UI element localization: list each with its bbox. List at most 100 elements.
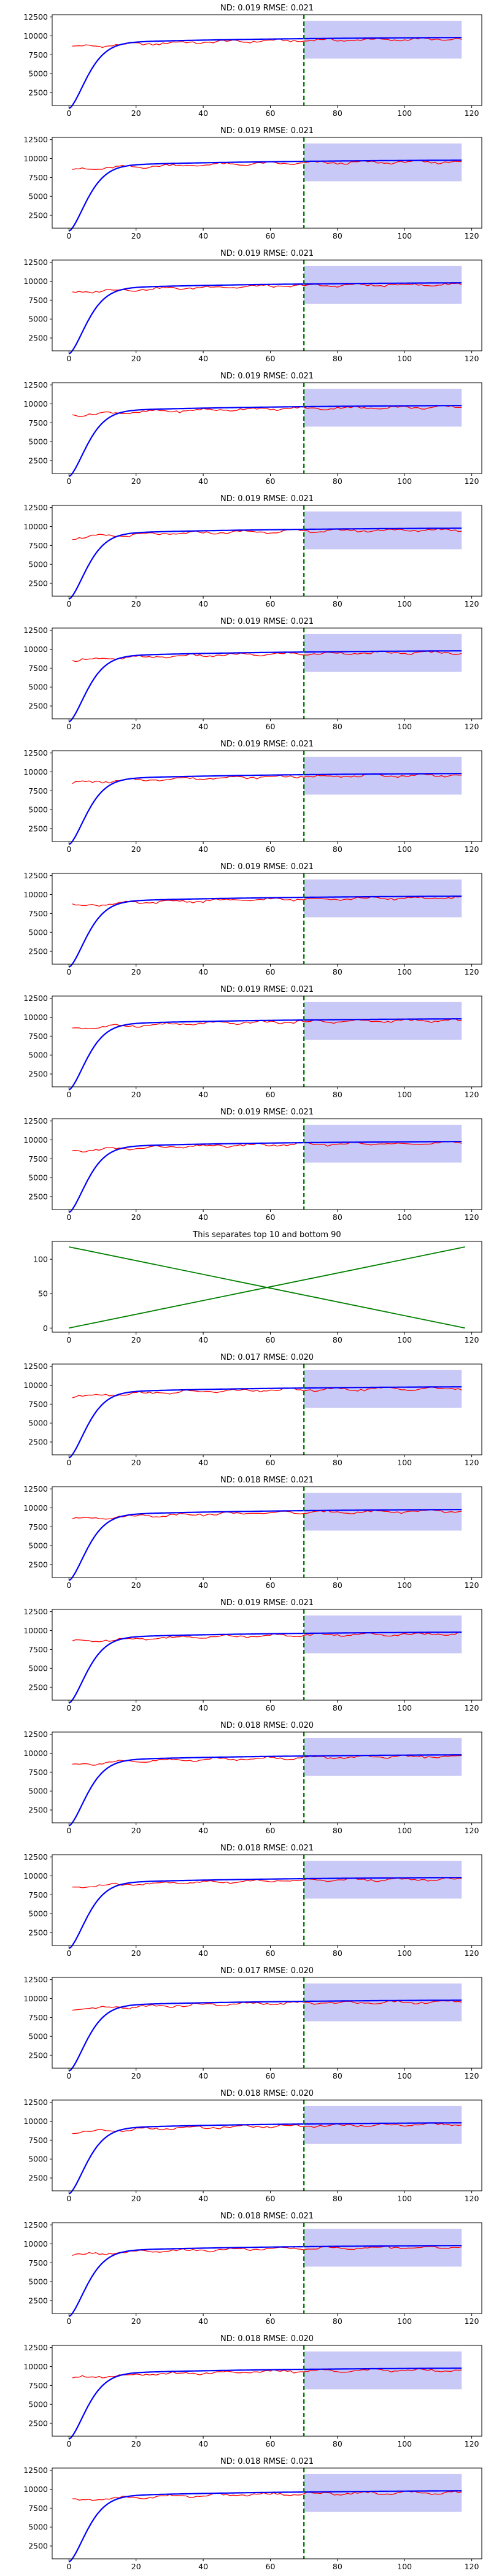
y-tick-label: 7500	[28, 1400, 48, 1409]
x-tick-label: 80	[333, 1949, 342, 1958]
x-tick-label: 100	[397, 231, 412, 240]
red-series-line	[72, 37, 462, 48]
x-tick-label: 120	[465, 2071, 479, 2080]
y-tick-label: 12500	[23, 1116, 48, 1125]
y-tick-label: 12500	[23, 503, 48, 512]
y-tick-label: 2500	[28, 334, 48, 343]
axes-frame	[52, 995, 482, 1087]
x-tick-label: 20	[131, 1335, 141, 1344]
x-tick-label: 80	[333, 1703, 342, 1712]
x-tick-label: 100	[397, 967, 412, 976]
y-tick-label: 10000	[23, 767, 48, 776]
y-tick-label: 2500	[28, 88, 48, 98]
x-tick-label: 0	[66, 477, 71, 486]
y-tick-label: 2500	[28, 1928, 48, 1938]
x-tick-label: 40	[198, 845, 208, 854]
x-tick-label: 80	[333, 845, 342, 854]
x-tick-label: 120	[465, 845, 479, 854]
x-tick-label: 20	[131, 967, 141, 976]
x-tick-label: 0	[66, 722, 71, 731]
red-series-line	[72, 405, 462, 417]
y-tick-label: 10000	[23, 1871, 48, 1880]
y-tick-label: 2500	[28, 947, 48, 956]
y-tick-label: 10000	[23, 2485, 48, 2494]
blue-series-line	[68, 1877, 462, 1949]
y-tick-label: 5000	[28, 805, 48, 815]
y-tick-label: 12500	[23, 258, 48, 267]
y-tick-label: 12500	[23, 626, 48, 635]
x-tick-label: 40	[198, 477, 208, 486]
y-tick-label: 12500	[23, 2098, 48, 2107]
x-tick-label: 20	[131, 1213, 141, 1222]
y-tick-label: 50	[38, 1289, 48, 1298]
x-tick-label: 60	[266, 354, 276, 363]
blue-series-line	[68, 2490, 462, 2563]
x-tick-label: 0	[66, 845, 71, 854]
y-tick-label: 10000	[23, 1503, 48, 1512]
x-tick-label: 20	[131, 599, 141, 608]
x-tick-label: 60	[266, 1581, 276, 1590]
y-tick-label: 5000	[28, 1173, 48, 1183]
x-tick-label: 80	[333, 231, 342, 240]
x-tick-label: 0	[66, 109, 71, 118]
chart-panel: ND: 0.019 RMSE: 0.021 0 20 40 60 80 100 120 2500…	[23, 1108, 482, 1222]
red-series-line	[72, 2245, 462, 2256]
y-tick-label: 100	[33, 1255, 48, 1264]
blue-series-line	[68, 1631, 462, 1704]
x-tick-label: 40	[198, 1826, 208, 1835]
x-tick-label: 120	[465, 2194, 479, 2203]
blue-series-line	[68, 773, 462, 845]
y-tick-label: 12500	[23, 1484, 48, 1493]
x-tick-label: 100	[397, 1213, 412, 1222]
y-tick-label: 2500	[28, 824, 48, 834]
chart-title: ND: 0.019 RMSE: 0.021	[220, 740, 314, 749]
chart-title: ND: 0.019 RMSE: 0.021	[220, 617, 314, 626]
forecast-band	[304, 1738, 462, 1776]
chart-title: ND: 0.017 RMSE: 0.020	[220, 1353, 314, 1362]
y-tick-label: 7500	[28, 909, 48, 918]
chart-title: ND: 0.018 RMSE: 0.020	[220, 2089, 314, 2098]
falling-line	[69, 1246, 465, 1329]
chart-title: This separates top 10 and bottom 90	[192, 1230, 341, 1240]
x-tick-label: 20	[131, 2317, 141, 2326]
x-tick-label: 100	[397, 599, 412, 608]
y-tick-label: 7500	[28, 1032, 48, 1041]
y-tick-label: 12500	[23, 1730, 48, 1739]
y-tick-label: 10000	[23, 277, 48, 286]
y-tick-label: 5000	[28, 69, 48, 79]
axes-frame	[52, 259, 482, 351]
x-tick-label: 40	[198, 2194, 208, 2203]
x-tick-label: 60	[266, 2071, 276, 2080]
axes-frame	[52, 2345, 482, 2437]
blue-series-line	[68, 2122, 462, 2195]
y-tick-label: 10000	[23, 1381, 48, 1390]
x-tick-label: 120	[465, 1826, 479, 1835]
x-tick-label: 120	[465, 599, 479, 608]
x-tick-label: 100	[397, 2071, 412, 2080]
blue-series-line	[68, 405, 462, 477]
y-tick-label: 10000	[23, 1135, 48, 1144]
x-tick-label: 20	[131, 1581, 141, 1590]
x-tick-label: 100	[397, 109, 412, 118]
x-tick-label: 120	[465, 1090, 479, 1099]
x-tick-label: 100	[397, 1458, 412, 1467]
red-series-line	[72, 1018, 462, 1030]
x-tick-label: 80	[333, 967, 342, 976]
y-tick-label: 10000	[23, 2117, 48, 2126]
x-tick-label: 60	[266, 231, 276, 240]
axes-frame	[52, 137, 482, 229]
x-tick-label: 100	[397, 1581, 412, 1590]
x-tick-label: 100	[397, 2562, 412, 2571]
x-tick-label: 80	[333, 109, 342, 118]
blue-series-line	[68, 1386, 462, 1459]
y-tick-label: 5000	[28, 315, 48, 324]
y-tick-label: 10000	[23, 2239, 48, 2248]
blue-series-line	[68, 1754, 462, 1827]
x-tick-label: 40	[198, 1581, 208, 1590]
y-tick-label: 2500	[28, 1192, 48, 1202]
chart-title: ND: 0.018 RMSE: 0.021	[220, 1476, 314, 1485]
blue-series-line	[68, 2367, 462, 2440]
x-tick-label: 40	[198, 354, 208, 363]
x-tick-label: 60	[266, 2317, 276, 2326]
x-tick-label: 0	[66, 2071, 71, 2080]
